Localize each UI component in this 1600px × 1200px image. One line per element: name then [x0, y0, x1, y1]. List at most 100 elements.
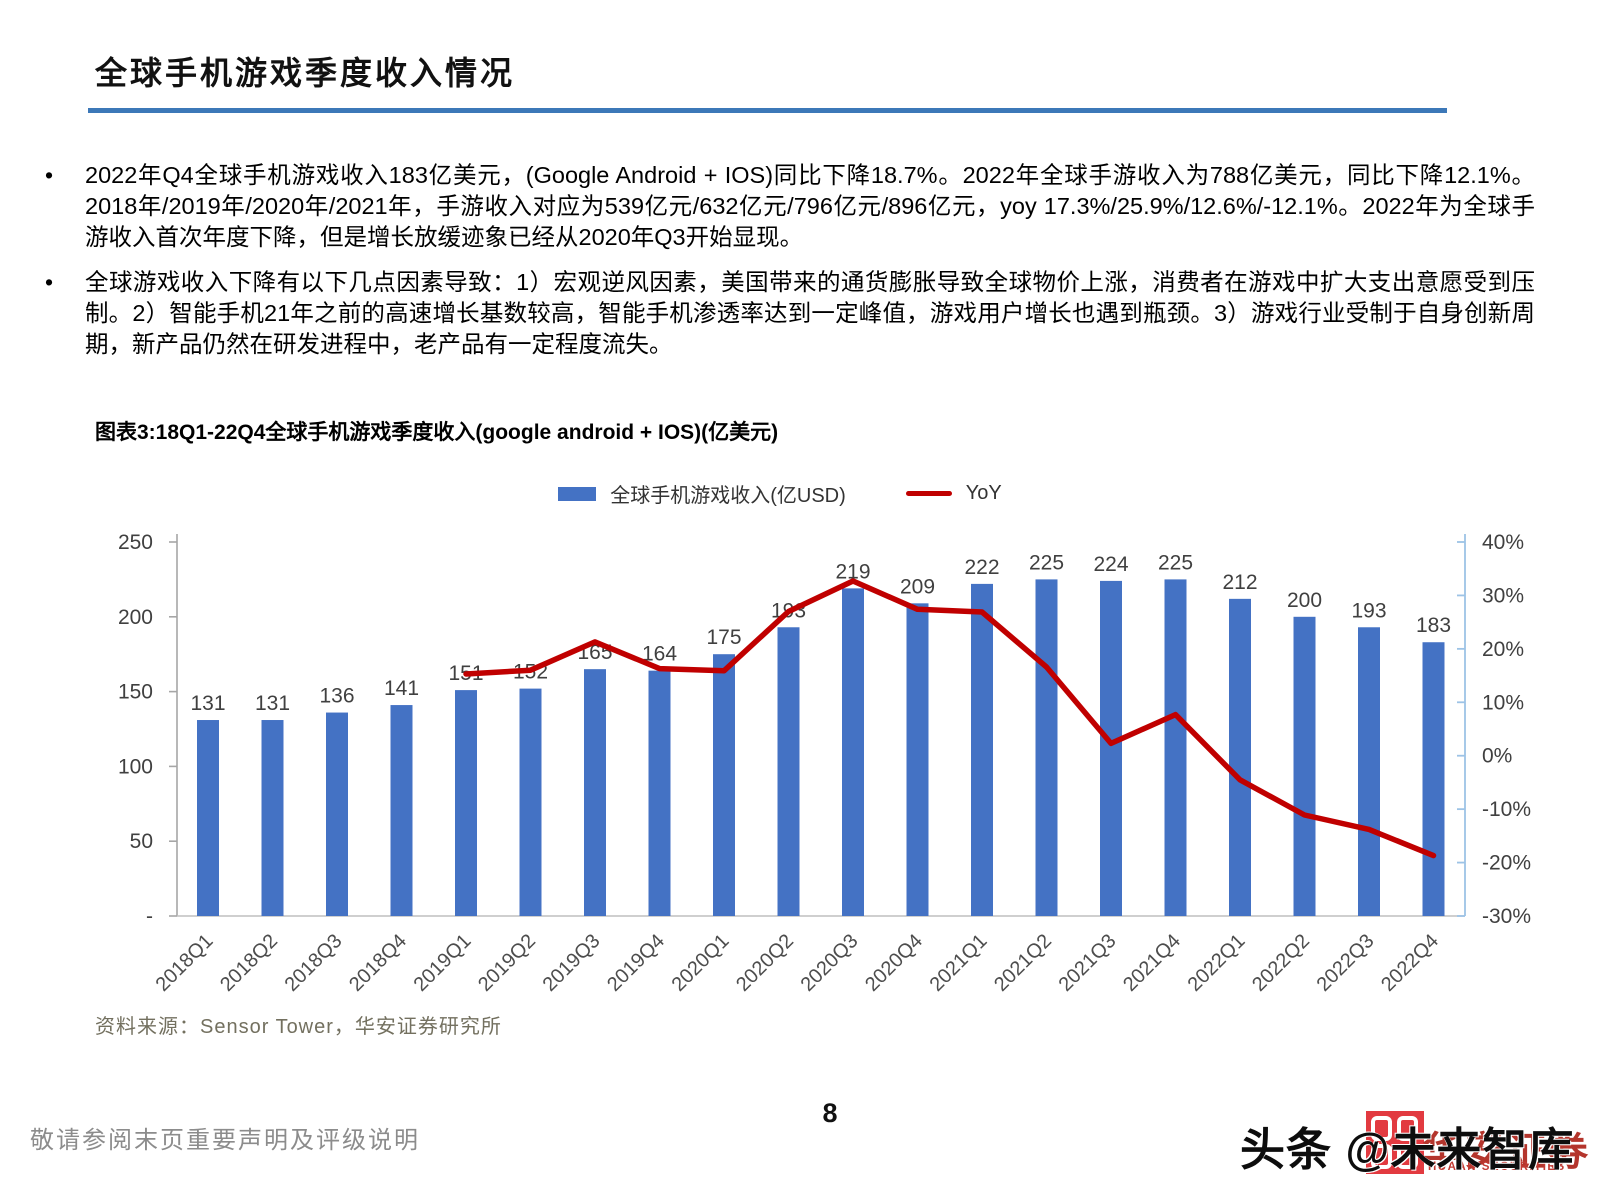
bar — [326, 712, 348, 916]
bar — [713, 654, 735, 916]
right-axis: 40% 30% 20% 10% 0% -10% -20% -30% — [1457, 531, 1531, 928]
legend-line-swatch-icon — [905, 491, 952, 496]
svg-text:2020Q4: 2020Q4 — [861, 930, 927, 996]
svg-text:131: 131 — [255, 692, 290, 715]
legend-bar-label: 全球手机游戏收入(亿USD) — [610, 485, 846, 507]
svg-text:2019Q2: 2019Q2 — [474, 930, 540, 996]
svg-text:222: 222 — [964, 556, 999, 579]
svg-text:224: 224 — [1093, 553, 1128, 576]
svg-text:30%: 30% — [1482, 584, 1524, 607]
bullet-text: 2022年Q4全球手机游戏收入183亿美元，(Google Android + … — [85, 162, 1535, 250]
svg-text:150: 150 — [118, 681, 153, 704]
bar — [842, 588, 864, 916]
svg-text:250: 250 — [118, 531, 153, 554]
svg-text:141: 141 — [384, 677, 419, 700]
svg-text:2021Q1: 2021Q1 — [926, 930, 992, 996]
source-note: 资料来源：Sensor Tower，华安证券研究所 — [95, 1016, 502, 1038]
svg-text:2020Q1: 2020Q1 — [668, 930, 734, 996]
huaan-logo-icon — [1366, 1111, 1424, 1174]
bar — [197, 720, 219, 916]
bar — [519, 688, 542, 916]
svg-text:-30%: -30% — [1482, 905, 1531, 928]
svg-text:2018Q4: 2018Q4 — [345, 930, 411, 996]
svg-text:-10%: -10% — [1482, 798, 1531, 821]
bar — [390, 705, 413, 916]
bar — [1100, 580, 1122, 916]
chart-legend: 全球手机游戏收入(亿USD) YoY — [90, 479, 1470, 508]
svg-text:2021Q3: 2021Q3 — [1055, 930, 1121, 996]
svg-text:50: 50 — [130, 830, 153, 853]
svg-text:193: 193 — [1351, 599, 1386, 622]
svg-text:40%: 40% — [1482, 531, 1524, 554]
svg-text:136: 136 — [319, 685, 354, 708]
bar — [1035, 579, 1058, 916]
svg-text:2021Q2: 2021Q2 — [990, 930, 1056, 996]
svg-text:20%: 20% — [1482, 638, 1524, 661]
legend-line-label: YoY — [965, 482, 1002, 504]
bullet-text: 全球游戏收入下降有以下几点因素导致：1）宏观逆风因素，美国带来的通货膨胀导致全球… — [85, 269, 1535, 357]
svg-text:2022Q4: 2022Q4 — [1377, 930, 1443, 996]
bar — [1358, 627, 1380, 916]
svg-text:2018Q3: 2018Q3 — [281, 930, 347, 996]
svg-text:0%: 0% — [1482, 745, 1512, 768]
bar — [1229, 598, 1251, 916]
svg-text:2022Q2: 2022Q2 — [1248, 930, 1314, 996]
huaan-logo-subtext: HUAAN SECURITIES — [1428, 1161, 1566, 1173]
bar — [1293, 616, 1316, 916]
svg-text:100: 100 — [118, 755, 153, 778]
bar — [777, 627, 800, 916]
bar — [648, 670, 671, 916]
figure-caption: 图表3:18Q1-22Q4全球手机游戏季度收入(google android +… — [95, 421, 779, 444]
svg-text:2020Q3: 2020Q3 — [797, 930, 863, 996]
svg-text:209: 209 — [900, 575, 935, 598]
bullet-item: • 2022年Q4全球手机游戏收入183亿美元，(Google Android … — [45, 160, 1535, 253]
svg-text:2022Q3: 2022Q3 — [1313, 930, 1379, 996]
watermark-text: 头条 @未来智库 — [1240, 1124, 1575, 1175]
bar-series — [197, 579, 1445, 916]
bullet-list: • 2022年Q4全球手机游戏收入183亿美元，(Google Android … — [45, 160, 1535, 374]
watermark: 华安证券 HUAAN SECURITIES 头条 @未来智库 — [1240, 1095, 1590, 1190]
yoy-line — [463, 578, 1437, 859]
svg-text:2018Q2: 2018Q2 — [216, 930, 282, 996]
left-axis: 250 200 150 100 50 - — [118, 531, 178, 928]
svg-text:175: 175 — [706, 626, 741, 649]
bar — [906, 603, 929, 916]
page-number: 8 — [822, 1098, 838, 1128]
bar — [261, 720, 284, 916]
svg-text:2019Q4: 2019Q4 — [603, 930, 669, 996]
svg-text:225: 225 — [1158, 551, 1193, 574]
bar — [971, 583, 993, 916]
svg-text:2022Q1: 2022Q1 — [1184, 930, 1250, 996]
huaan-logo-text: 华安证券 — [1422, 1130, 1590, 1174]
svg-text:183: 183 — [1416, 614, 1451, 637]
svg-text:225: 225 — [1029, 551, 1064, 574]
bullet-marker: • — [45, 162, 54, 188]
bar — [584, 669, 606, 916]
title-underline — [88, 108, 1447, 113]
svg-text:2019Q3: 2019Q3 — [539, 930, 605, 996]
svg-text:200: 200 — [118, 606, 153, 629]
bar — [1164, 579, 1187, 916]
bar — [455, 690, 477, 916]
svg-text:200: 200 — [1287, 589, 1322, 612]
revenue-yoy-chart: 250 200 150 100 50 - 40% 30% 20% 10% 0% -10% -20% -30… — [90, 470, 1560, 1010]
svg-text:219: 219 — [835, 560, 870, 583]
svg-text:2020Q2: 2020Q2 — [732, 930, 798, 996]
svg-text:212: 212 — [1222, 571, 1257, 594]
footer-disclaimer: 敬请参阅末页重要声明及评级说明 — [30, 1127, 420, 1154]
svg-text:10%: 10% — [1482, 691, 1524, 714]
combo-chart-svg: 250 200 150 100 50 - 40% 30% 20% 10% 0% -10% -20% -30… — [118, 531, 1531, 996]
bar — [1422, 642, 1445, 916]
svg-text:131: 131 — [190, 692, 225, 715]
svg-text:2018Q1: 2018Q1 — [152, 930, 218, 996]
legend-bar-swatch-icon — [558, 486, 597, 501]
bullet-marker: • — [45, 269, 54, 295]
svg-text:2019Q1: 2019Q1 — [410, 930, 476, 996]
svg-text:164: 164 — [642, 643, 677, 666]
svg-text:2021Q4: 2021Q4 — [1119, 930, 1185, 996]
svg-text:-: - — [146, 905, 153, 928]
page-title: 全球手机游戏季度收入情况 — [95, 55, 516, 91]
bullet-item: • 全球游戏收入下降有以下几点因素导致：1）宏观逆风因素，美国带来的通货膨胀导致… — [45, 267, 1535, 360]
